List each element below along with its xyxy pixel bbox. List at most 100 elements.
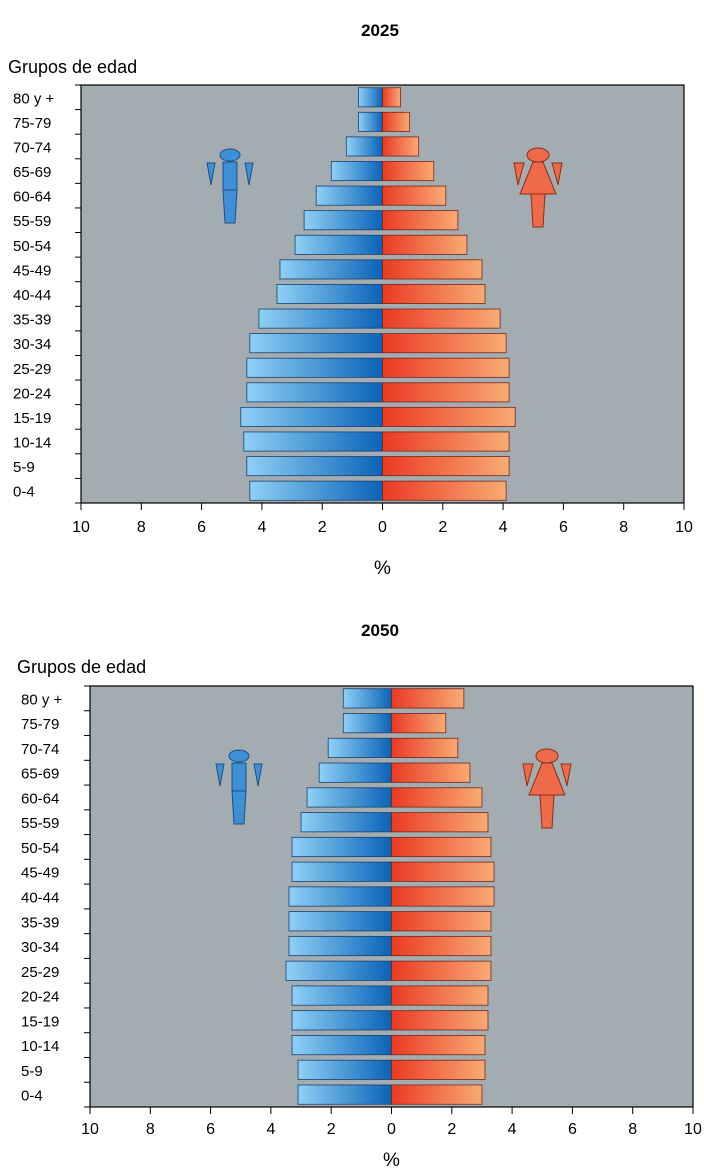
male-bar bbox=[303, 210, 383, 231]
male-bar bbox=[357, 87, 383, 108]
x-tick-label: 2 bbox=[327, 1121, 336, 1138]
y-axis-label: Grupos de edad bbox=[17, 657, 146, 677]
age-group-label: 10-14 bbox=[21, 1038, 59, 1055]
male-figure-icon bbox=[206, 148, 254, 224]
male-bar bbox=[246, 357, 383, 378]
male-bar bbox=[291, 1010, 392, 1031]
female-bar bbox=[382, 480, 507, 501]
female-bar bbox=[391, 911, 492, 932]
female-bar bbox=[391, 737, 459, 758]
female-bar bbox=[391, 1059, 486, 1080]
age-group-label: 75-79 bbox=[13, 115, 51, 132]
age-group-label: 70-74 bbox=[13, 139, 51, 156]
female-bar bbox=[382, 284, 486, 304]
female-bar bbox=[391, 1035, 486, 1056]
female-figure-icon bbox=[522, 748, 572, 829]
age-group-label: 55-59 bbox=[13, 213, 51, 230]
age-group-label: 0-4 bbox=[13, 484, 35, 501]
female-bar bbox=[382, 87, 401, 108]
age-group-label: 25-29 bbox=[21, 964, 59, 981]
male-bar bbox=[300, 812, 392, 833]
male-bar bbox=[345, 136, 383, 157]
female-bar bbox=[382, 161, 435, 182]
female-bar bbox=[391, 1084, 483, 1105]
x-tick-label: 8 bbox=[146, 1121, 155, 1138]
age-group-label: 45-49 bbox=[21, 865, 59, 882]
x-tick-label: 8 bbox=[137, 519, 146, 536]
female-bar bbox=[391, 762, 471, 783]
age-group-label: 75-79 bbox=[21, 716, 59, 733]
female-bar bbox=[382, 382, 510, 403]
x-tick-label: 4 bbox=[266, 1121, 275, 1138]
male-bar bbox=[246, 456, 383, 477]
age-group-label: 10-14 bbox=[13, 435, 51, 452]
female-bar bbox=[382, 456, 510, 477]
x-tick-label: 0 bbox=[387, 1121, 396, 1138]
x-tick-label: 10 bbox=[684, 1121, 702, 1138]
male-bar bbox=[279, 259, 383, 280]
female-bar bbox=[391, 1010, 489, 1031]
female-bar bbox=[391, 861, 495, 882]
male-bar bbox=[297, 1084, 392, 1105]
age-group-label: 50-54 bbox=[21, 840, 59, 857]
age-group-label: 60-64 bbox=[21, 790, 59, 807]
age-group-label: 25-29 bbox=[13, 361, 51, 378]
female-bar bbox=[391, 836, 492, 858]
female-bar bbox=[382, 431, 510, 452]
age-group-label: 65-69 bbox=[13, 164, 51, 181]
age-group-label: 30-34 bbox=[21, 939, 59, 956]
x-axis-label: % bbox=[383, 1150, 400, 1171]
male-bar bbox=[285, 960, 392, 981]
x-tick-label: 8 bbox=[619, 519, 628, 536]
male-bar bbox=[291, 1035, 392, 1056]
male-bar bbox=[291, 836, 392, 858]
male-bar bbox=[294, 234, 383, 255]
x-tick-label: 2 bbox=[438, 519, 447, 536]
age-group-label: 20-24 bbox=[13, 385, 51, 402]
age-group-label: 80 y + bbox=[13, 90, 55, 107]
x-tick-label: 6 bbox=[568, 1121, 577, 1138]
chart-title: 2025 bbox=[361, 21, 399, 40]
female-bar bbox=[382, 406, 516, 427]
female-bar bbox=[382, 259, 483, 280]
male-bar bbox=[306, 787, 392, 808]
male-bar bbox=[297, 1059, 392, 1080]
age-group-label: 20-24 bbox=[21, 989, 59, 1006]
x-tick-label: 6 bbox=[206, 1121, 215, 1138]
female-bar bbox=[382, 210, 459, 231]
female-bar bbox=[382, 111, 411, 132]
male-bar bbox=[330, 161, 383, 182]
x-axis-label: % bbox=[374, 558, 391, 579]
female-figure-icon bbox=[513, 147, 563, 228]
male-bar bbox=[288, 886, 392, 907]
age-group-label: 40-44 bbox=[21, 890, 59, 907]
male-bar bbox=[288, 911, 392, 932]
age-group-label: 65-69 bbox=[21, 766, 59, 783]
male-bar bbox=[318, 762, 392, 783]
x-tick-label: 2 bbox=[318, 519, 327, 536]
male-bar bbox=[315, 185, 383, 206]
x-tick-label: 4 bbox=[499, 519, 508, 536]
age-group-label: 60-64 bbox=[13, 189, 51, 206]
male-bar bbox=[276, 284, 383, 304]
female-bar bbox=[382, 333, 507, 354]
x-tick-label: 4 bbox=[508, 1121, 517, 1138]
x-tick-label: 6 bbox=[197, 519, 206, 536]
female-bar bbox=[382, 357, 510, 378]
age-group-label: 5-9 bbox=[21, 1063, 43, 1080]
male-bar bbox=[249, 333, 383, 354]
male-bar bbox=[357, 111, 383, 132]
female-bar bbox=[382, 136, 420, 157]
age-group-label: 15-19 bbox=[21, 1013, 59, 1030]
age-group-label: 35-39 bbox=[13, 312, 51, 329]
age-group-label: 55-59 bbox=[21, 815, 59, 832]
female-bar bbox=[391, 812, 489, 833]
age-group-label: 15-19 bbox=[13, 410, 51, 427]
male-bar bbox=[291, 985, 392, 1006]
age-group-label: 45-49 bbox=[13, 262, 51, 279]
male-figure-icon bbox=[215, 749, 263, 825]
male-bar bbox=[342, 688, 392, 709]
age-group-label: 80 y + bbox=[21, 691, 63, 708]
x-tick-label: 8 bbox=[628, 1121, 637, 1138]
male-bar bbox=[243, 431, 383, 452]
